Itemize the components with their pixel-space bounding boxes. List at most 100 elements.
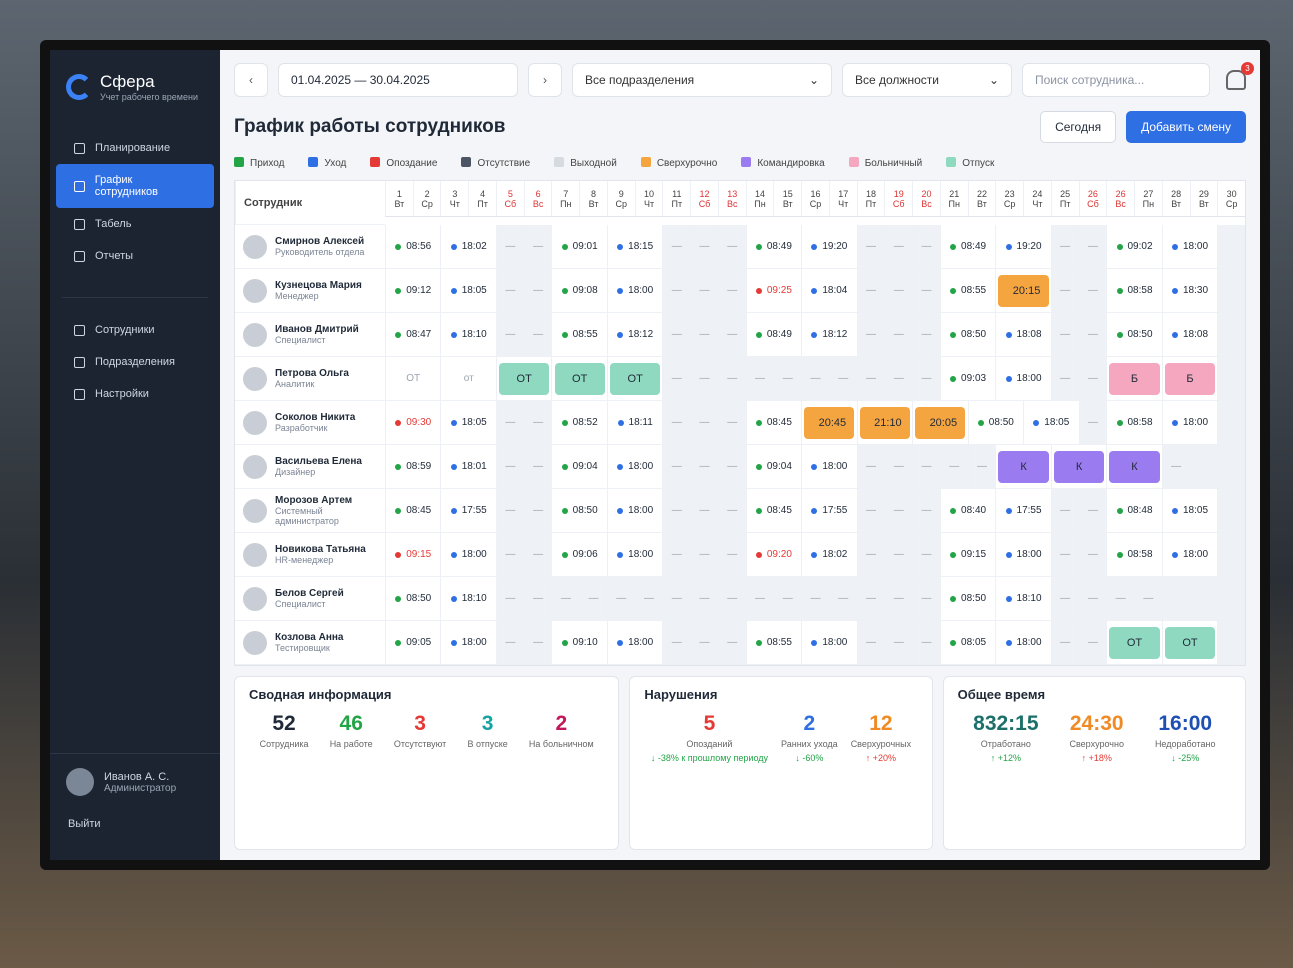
cell-dash[interactable]: — [1078,401,1107,445]
cell-dash[interactable]: — [551,577,580,621]
cell-dash[interactable]: — [662,621,691,665]
cell-dash[interactable]: — [717,445,746,489]
cell-in[interactable]: 09:01 [551,225,607,269]
cell-in[interactable]: 08:45 [745,401,802,445]
cell-out[interactable]: 18:00 [801,621,857,665]
cell-in[interactable]: 08:58 [1106,269,1162,313]
cell-dash[interactable]: — [662,533,691,577]
cell-in[interactable]: 08:47 [385,313,441,357]
cell-dash[interactable]: — [1050,357,1079,401]
cell-dash[interactable]: — [690,313,718,357]
cell-in[interactable]: 08:50 [967,401,1024,445]
cell-in[interactable]: 08:50 [939,313,996,357]
cell-dash[interactable]: — [523,225,552,269]
cell-dash[interactable]: — [690,489,718,533]
cell-in[interactable]: 09:06 [551,533,607,577]
cell-late[interactable]: 09:20 [745,533,802,577]
prev[interactable]: ‹ [234,63,268,97]
cell-dash[interactable]: — [690,445,718,489]
cell-in[interactable]: 08:50 [551,489,607,533]
cell-in[interactable]: 09:05 [385,621,441,665]
cell-sick[interactable]: Б [1161,357,1218,401]
cell-dash[interactable]: — [662,489,691,533]
cell-dash[interactable]: — [523,489,552,533]
cell-out[interactable]: 18:00 [1161,533,1218,577]
position-select[interactable]: Все должности ⌄ [842,63,1012,97]
cell-dash[interactable]: — [1050,621,1079,665]
cell-out[interactable]: 18:10 [440,313,496,357]
cell-out[interactable]: 19:20 [801,225,857,269]
cell-dash[interactable]: — [912,357,940,401]
cell-dash[interactable]: — [690,225,718,269]
cell-abs[interactable]: ОТ [385,357,441,401]
cell-dash[interactable]: — [662,357,691,401]
cell-in[interactable]: 08:55 [745,621,802,665]
cell-dash[interactable]: — [717,357,746,401]
cell-in[interactable]: 08:58 [1106,401,1162,445]
cell-dash[interactable]: — [495,533,524,577]
cell-out[interactable]: 18:12 [801,313,857,357]
cell-out[interactable]: 18:05 [1023,401,1079,445]
cell-dash[interactable]: — [662,269,691,313]
cell-dash[interactable]: — [801,577,829,621]
cell-dash[interactable]: — [884,269,913,313]
cell-sick[interactable]: Б [1106,357,1162,401]
cell-dash[interactable]: — [690,621,718,665]
nav-item[interactable]: Табель [56,208,214,240]
cell-dash[interactable]: — [717,489,746,533]
cell-out[interactable]: 18:00 [440,621,496,665]
cell-late[interactable]: 09:30 [385,401,441,445]
cell-in[interactable]: 09:15 [939,533,996,577]
cell-dash[interactable]: — [495,445,524,489]
cell-in[interactable]: 09:12 [385,269,441,313]
cell-dash[interactable]: — [856,269,885,313]
cell-dash[interactable]: — [884,357,913,401]
cell-dash[interactable]: — [662,313,691,357]
cell-out[interactable]: 18:00 [606,445,663,489]
cell-out[interactable]: 18:02 [801,533,857,577]
cell-in[interactable]: 08:58 [1106,533,1162,577]
cell-dash[interactable]: — [1161,445,1190,489]
cell-dash[interactable]: — [579,577,607,621]
date-range[interactable]: 01.04.2025 — 30.04.2025 [278,63,518,97]
cell-dash[interactable]: — [690,577,718,621]
cell-dash[interactable]: — [912,313,940,357]
cell-dash[interactable]: — [912,621,940,665]
cell-in[interactable]: 08:49 [939,225,996,269]
cell-in[interactable]: 08:55 [551,313,607,357]
cell-dash[interactable]: — [662,225,691,269]
cell-dash[interactable]: — [745,577,774,621]
search[interactable]: Поиск сотрудника... [1022,63,1210,97]
cell-out[interactable]: 18:00 [995,533,1051,577]
cell-out[interactable]: 18:12 [606,313,663,357]
cell-dash[interactable]: — [690,357,718,401]
cell-dash[interactable]: — [523,401,552,445]
cell-dash[interactable]: — [828,357,857,401]
cell-vac[interactable]: ОТ [606,357,663,401]
cell-out[interactable]: 18:05 [440,401,496,445]
cell-dash[interactable]: — [495,577,524,621]
cell-in[interactable]: 08:55 [939,269,996,313]
cell-dash[interactable]: — [884,313,913,357]
cell-out[interactable]: 18:05 [440,269,496,313]
cell-dash[interactable]: — [884,621,913,665]
next[interactable]: › [528,63,562,97]
cell-dash[interactable]: — [1078,225,1107,269]
cell-dash[interactable]: — [1078,621,1107,665]
cell-dash[interactable]: — [717,577,746,621]
cell-dash[interactable]: — [856,489,885,533]
cell-out[interactable]: 18:11 [606,401,663,445]
cell-late[interactable]: 09:15 [385,533,441,577]
cell-dash[interactable]: — [690,269,718,313]
cell-dash[interactable]: — [884,445,913,489]
cell-dash[interactable]: — [939,445,968,489]
cell-dash[interactable]: — [912,225,940,269]
cell-out[interactable]: 18:15 [606,225,663,269]
cell-out[interactable]: 18:00 [1161,401,1218,445]
cell-dash[interactable]: — [1078,489,1107,533]
cell-late[interactable]: 09:25 [745,269,802,313]
cell-in[interactable]: 08:50 [1106,313,1162,357]
cell-dash[interactable]: — [717,225,746,269]
cell-over[interactable]: 21:10 [856,401,913,445]
nav-item[interactable]: Отчеты [56,240,214,272]
